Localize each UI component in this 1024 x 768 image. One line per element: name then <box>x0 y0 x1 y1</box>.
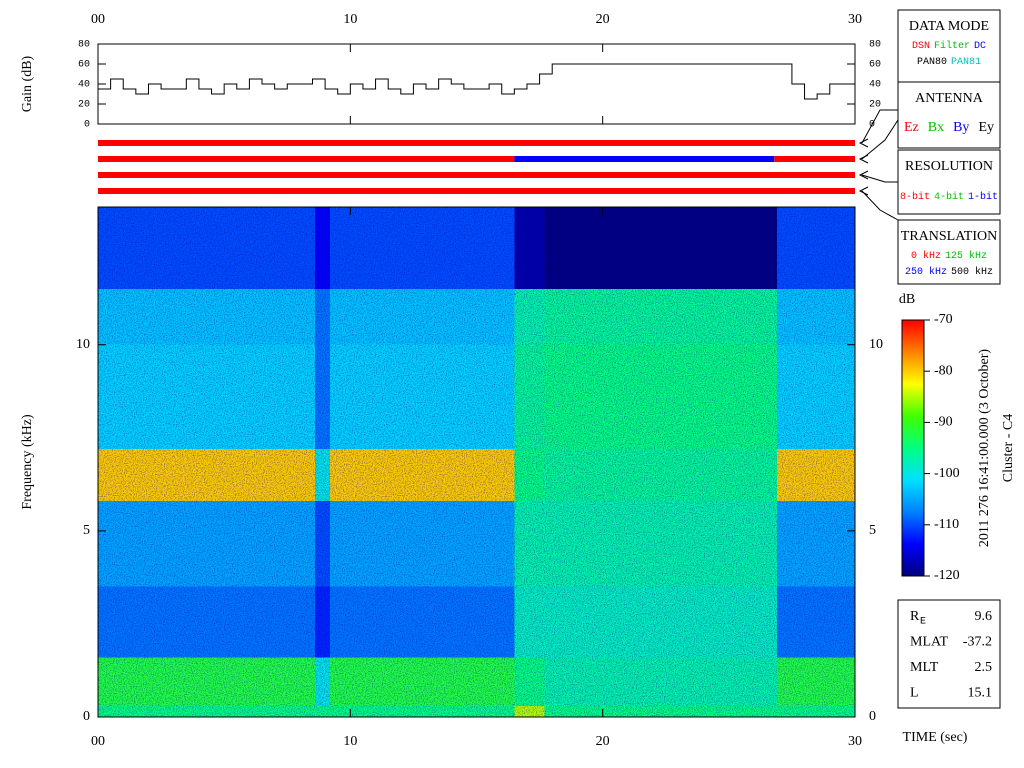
orbit-value: 9.6 <box>975 609 993 624</box>
colorbar-tick-label: -90 <box>934 415 953 430</box>
panel-line: 8-bit 4-bit 1-bit <box>900 191 998 203</box>
colorbar-tick-label: -120 <box>934 568 960 583</box>
panel-line: 250 kHz 500 kHz <box>905 266 993 278</box>
panel-item: 250 kHz <box>905 266 947 278</box>
orbit-label: MLT <box>910 660 939 675</box>
panel-line: 0 kHz 125 kHz <box>911 250 987 262</box>
colorbar-tick-label: -110 <box>934 517 959 532</box>
panel-item: 125 kHz <box>945 250 987 262</box>
speckle <box>98 207 855 717</box>
y-tick-label: 0 <box>84 120 90 131</box>
x-tick-label: 00 <box>91 12 105 27</box>
y-tick-label-right: 10 <box>869 337 883 352</box>
colorbar-label: dB <box>899 292 915 307</box>
timestamp: 2011 276 16:41:00.000 (3 October) <box>977 349 992 548</box>
panel-item: Ez <box>904 120 919 135</box>
panel-line: DSN Filter DC <box>912 40 986 52</box>
panel-item: 8-bit <box>900 191 930 203</box>
y-tick-label: 60 <box>78 60 90 71</box>
x-tick-label: 20 <box>596 734 610 749</box>
mode-bar <box>514 156 775 162</box>
x-tick-label: 00 <box>91 734 105 749</box>
y-tick-label: 0 <box>83 709 90 724</box>
orbit-label: MLAT <box>910 635 949 650</box>
mode-bar <box>98 156 515 162</box>
y-tick-label: 5 <box>83 523 90 538</box>
y-tick-label: 80 <box>78 40 90 51</box>
panel-title: DATA MODE <box>909 19 989 34</box>
panel-item: 0 kHz <box>911 250 941 262</box>
panel-item: DSN <box>912 41 930 52</box>
x-tick-label: 20 <box>596 12 610 27</box>
x-tick-label: 10 <box>343 734 357 749</box>
panel-title: TRANSLATION <box>901 229 997 244</box>
x-tick-label: 30 <box>848 12 862 27</box>
panel-title: ANTENNA <box>915 91 984 106</box>
panel-title: RESOLUTION <box>905 159 993 174</box>
panel-item: PAN81 <box>951 57 981 68</box>
panel-item: By <box>953 120 969 135</box>
y-tick-label-right: 40 <box>869 80 881 91</box>
orbit-label: R <box>910 609 920 624</box>
y-tick-label: 20 <box>78 100 90 111</box>
y-axis-label: Frequency (kHz) <box>20 414 35 510</box>
panel-item: Bx <box>928 120 944 135</box>
orbit-value: 15.1 <box>968 686 993 701</box>
plot-frame <box>97 43 856 125</box>
mode-bar <box>98 172 855 178</box>
x-tick-label: 30 <box>848 734 862 749</box>
orbit-label-sub: E <box>920 617 926 628</box>
panel-box <box>897 9 1001 83</box>
y-axis-label: Gain (dB) <box>20 55 35 112</box>
orbit-value: 2.5 <box>975 660 993 675</box>
panel-item: PAN80 <box>917 57 947 68</box>
panel-line: PAN80 PAN81 <box>917 57 981 68</box>
y-tick-label-right: 80 <box>869 40 881 51</box>
colorbar-tick-label: -70 <box>934 312 953 327</box>
y-tick-label-right: 0 <box>869 709 876 724</box>
panel-item: Ey <box>978 120 994 135</box>
x-tick-label: 10 <box>343 12 357 27</box>
mode-bar <box>98 188 855 194</box>
gain-line <box>98 63 856 100</box>
mode-bar <box>98 140 855 146</box>
y-tick-label: 40 <box>78 80 90 91</box>
panel-item: 500 kHz <box>951 266 993 278</box>
panel-box <box>897 219 1001 285</box>
colorbar-tick-label: -100 <box>934 466 960 481</box>
plot-frame <box>97 206 856 718</box>
panel-item: 4-bit <box>934 191 964 203</box>
y-tick-label-right: 60 <box>869 60 881 71</box>
mode-bar <box>774 156 855 162</box>
y-tick-label: 10 <box>76 337 90 352</box>
spacecraft: Cluster - C4 <box>1001 414 1016 482</box>
connectors <box>858 109 899 221</box>
y-tick-label-right: 20 <box>869 100 881 111</box>
y-tick-label-right: 5 <box>869 523 876 538</box>
orbit-value: -37.2 <box>963 635 992 650</box>
panel-item: DC <box>974 41 986 52</box>
colorbar-tick-label: -80 <box>934 363 953 378</box>
orbit-label: L <box>910 686 919 701</box>
panel-line: Ez Bx By Ey <box>904 120 994 135</box>
colorbar <box>901 319 925 577</box>
x-axis-label: TIME (sec) <box>903 730 968 745</box>
panel-box <box>897 81 1001 149</box>
panel-item: Filter <box>934 40 970 52</box>
panel-item: 1-bit <box>968 191 998 203</box>
orbit-box <box>897 599 1001 709</box>
